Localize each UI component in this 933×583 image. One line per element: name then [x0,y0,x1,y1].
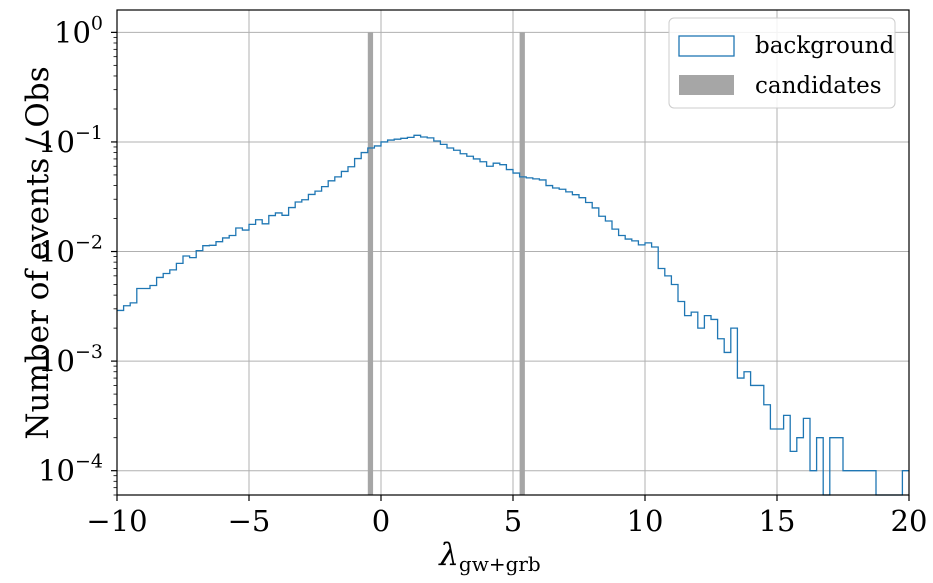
x-tick-label-6: 20 [891,504,928,538]
legend-candidates-label: candidates [755,73,882,99]
candidate-bar-1 [519,32,525,495]
x-axis-label-symbol: λ [437,537,459,573]
y-tick-label-0: 100 [54,12,103,49]
legend-candidates-swatch [679,75,734,95]
candidate-bars [367,32,525,495]
x-tick-label-2: 0 [372,504,390,538]
background-histogram-line [117,134,909,496]
legend-background-label: background [755,33,894,59]
y-tick-label-1: 10−1 [38,122,103,159]
y-axis-label: Number of events / Obs [20,66,56,439]
y-axis-ticks: 100 10−1 10−2 10−3 10−4 [38,12,117,496]
y-tick-label-2: 10−2 [38,232,103,269]
y-tick-label-3: 10−3 [38,341,103,378]
x-axis-label: λgw+grb [437,537,541,576]
legend-background-swatch [678,35,735,57]
x-tick-label-4: 10 [627,504,664,538]
legend: background candidates [668,17,896,109]
x-tick-label-5: 15 [759,504,796,538]
x-axis-label-subscript: gw+grb [459,552,541,576]
x-axis-ticks: −10 −5 0 5 10 15 20 [86,495,927,538]
y-tick-label-4: 10−4 [38,451,103,488]
x-tick-label-0: −10 [86,504,147,538]
candidate-bar-0 [367,32,374,495]
x-tick-label-3: 5 [504,504,522,538]
x-tick-label-1: −5 [228,504,271,538]
